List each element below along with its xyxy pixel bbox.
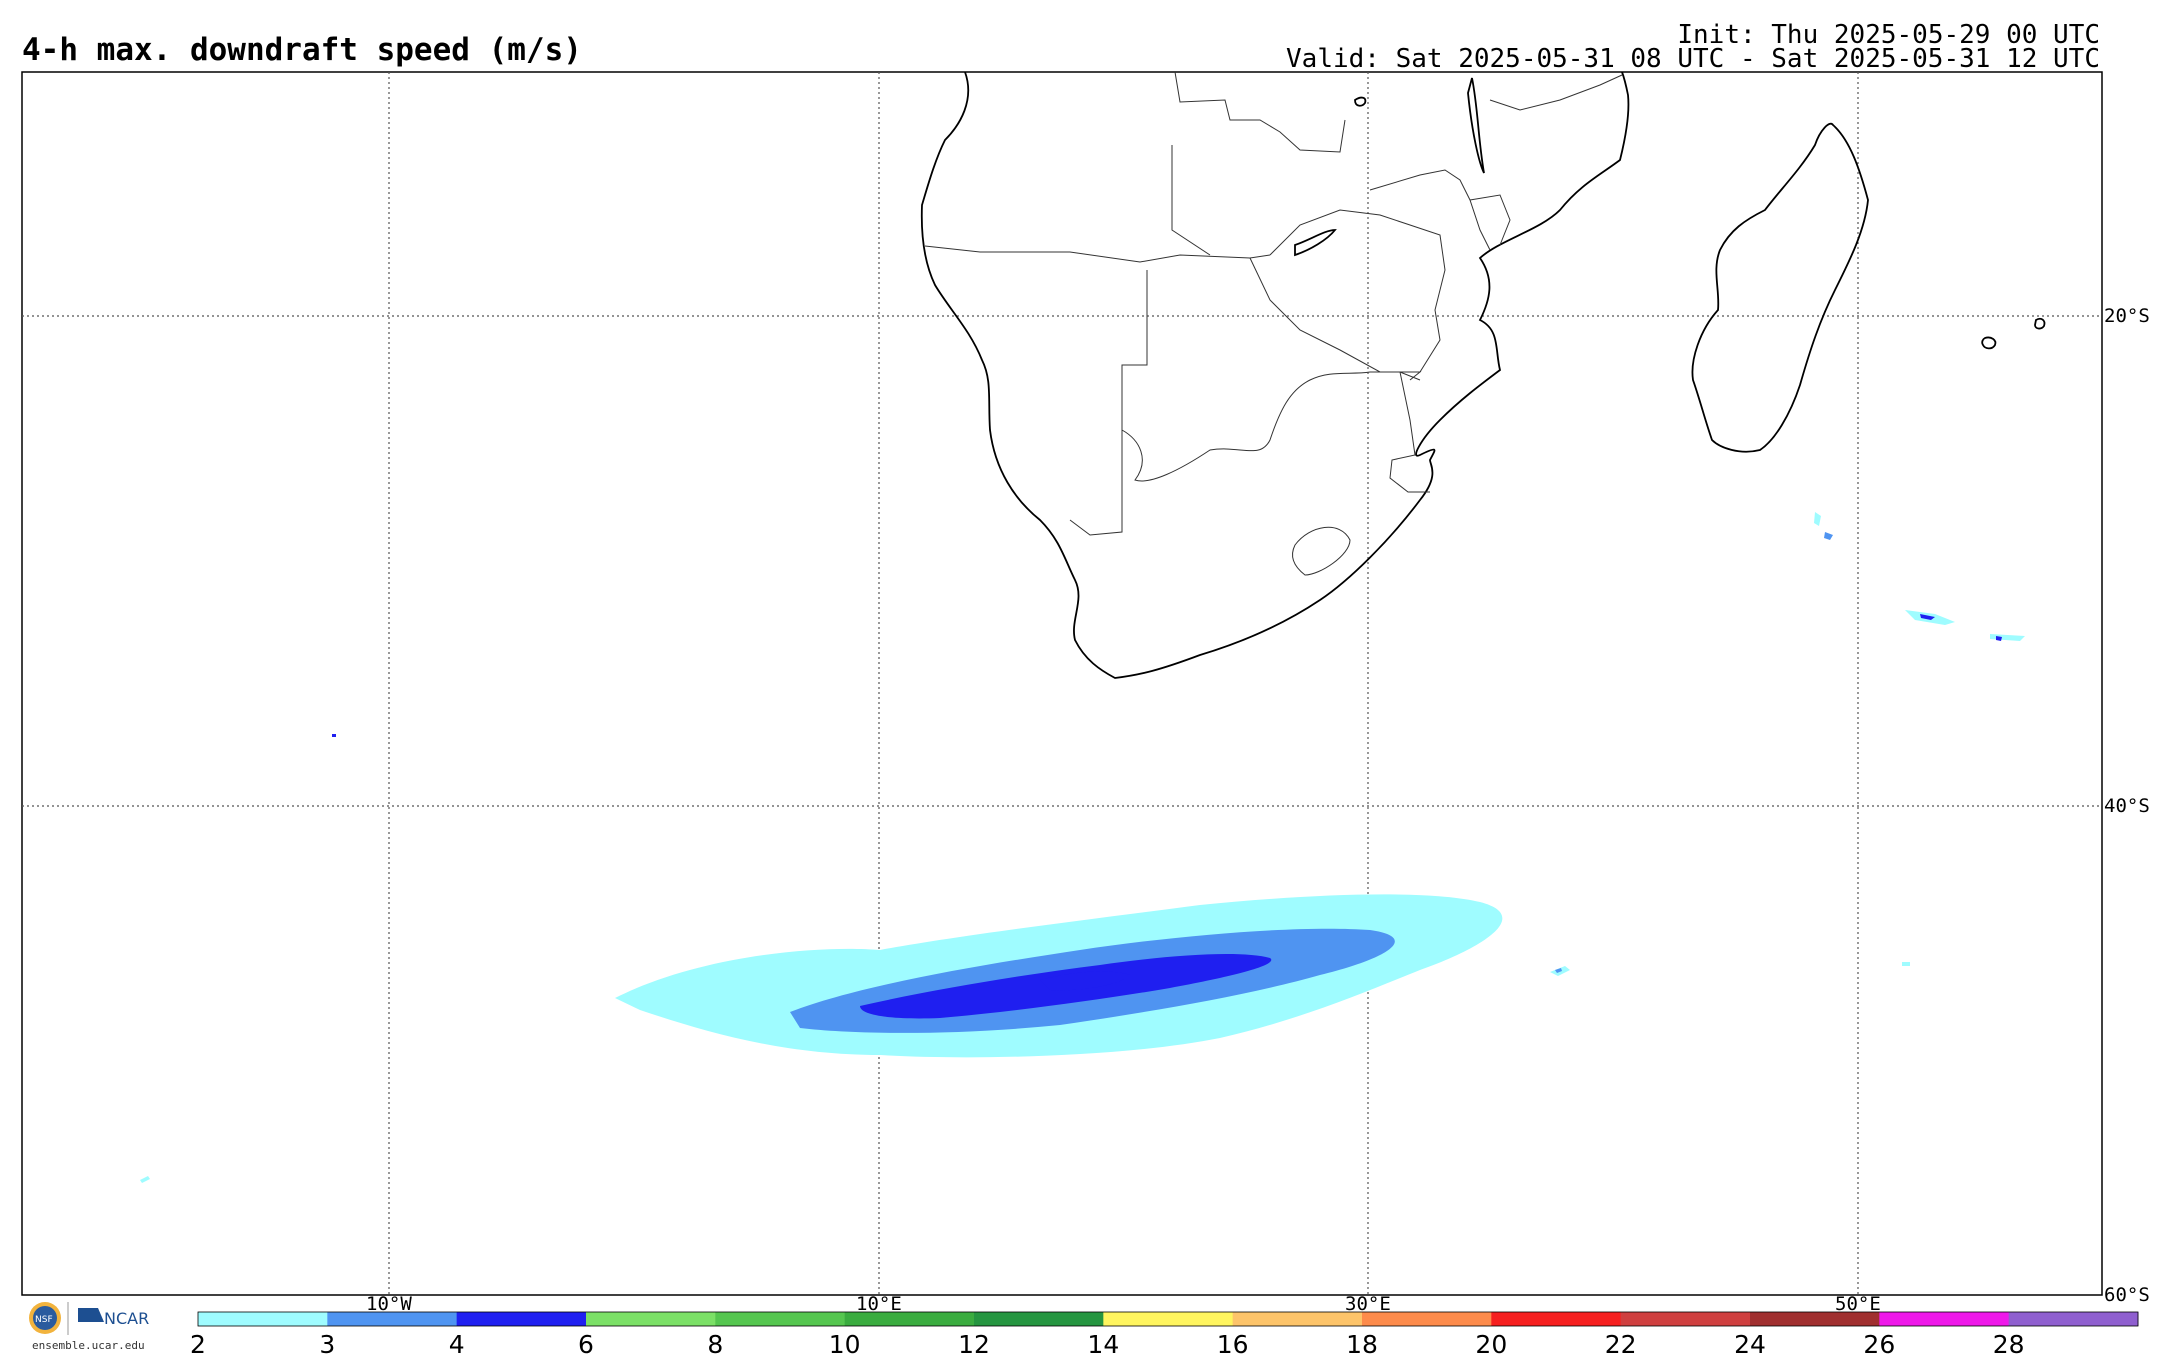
lat-label-60s: 60°S	[2104, 1284, 2150, 1306]
colorbar-swatch	[2008, 1312, 2139, 1326]
lon-label-10w: 10°W	[366, 1293, 412, 1315]
colorbar-tick-label: 22	[1605, 1330, 1637, 1354]
colorbar-swatch	[1750, 1312, 1880, 1326]
colorbar-swatch	[1362, 1312, 1492, 1326]
map-frame	[21, 71, 2103, 1296]
colorbar-swatch	[715, 1312, 846, 1326]
colorbar-tick-label: 18	[1346, 1330, 1378, 1354]
lake-kariba	[1294, 229, 1337, 257]
lon-label-50e: 50°E	[1835, 1293, 1881, 1315]
coastlines	[920, 71, 2046, 679]
gridlines	[22, 72, 2102, 1295]
madagascar-coastline	[1691, 122, 1869, 453]
valid-time: Valid: Sat 2025-05-31 08 UTC - Sat 2025-…	[1286, 44, 2100, 74]
colorbar-border	[197, 1311, 2139, 1327]
colorbar-tick-label: 20	[1475, 1330, 1507, 1354]
reunion-outline	[2034, 317, 2046, 330]
colorbar-tick-label: 12	[958, 1330, 990, 1354]
map-title: 4-h max. downdraft speed (m/s)	[22, 32, 582, 68]
colorbar-tick-label: 6	[578, 1330, 594, 1354]
downdraft-field	[140, 512, 2025, 1183]
colorbar-tick-label: 2	[190, 1330, 206, 1354]
colorbar-swatch	[327, 1312, 458, 1326]
colorbar-swatch	[1620, 1312, 1751, 1326]
lat-label-20s: 20°S	[2104, 305, 2150, 327]
colorbar-tick-label: 8	[707, 1330, 723, 1354]
colorbar-swatch	[1491, 1312, 1622, 1326]
site-url[interactable]: ensemble.ucar.edu	[32, 1339, 145, 1352]
lake-victoria-fragment	[1354, 96, 1367, 107]
colorbar-swatch	[974, 1312, 1104, 1326]
nsf-logo-text: NSF	[35, 1315, 53, 1325]
colorbar-swatch	[1232, 1312, 1363, 1326]
colorbar-tick-label: 26	[1863, 1330, 1895, 1354]
mauritius-outline	[1981, 336, 1997, 350]
colorbar-swatch	[1879, 1312, 2010, 1326]
colorbar-swatch	[1103, 1312, 1234, 1326]
colorbar-swatch	[456, 1312, 587, 1326]
colorbar: 2 3 4 6 8 10 12 14 16 18 20 22 24 26 28	[190, 1311, 2139, 1354]
colorbar-swatch	[586, 1312, 716, 1326]
colorbar-tick-label: 28	[1993, 1330, 2025, 1354]
country-borders	[924, 71, 1623, 576]
ncar-logo: NCAR	[78, 1308, 149, 1328]
colorbar-tick-label: 14	[1087, 1330, 1119, 1354]
init-time: Init: Thu 2025-05-29 00 UTC	[1677, 20, 2100, 50]
colorbar-tick-label: 16	[1217, 1330, 1249, 1354]
colorbar-tick-label: 24	[1734, 1330, 1766, 1354]
nsf-logo: NSF	[29, 1302, 61, 1334]
lon-label-30e: 30°E	[1345, 1293, 1391, 1315]
colorbar-tick-label: 4	[449, 1330, 465, 1354]
colorbar-tick-label: 3	[319, 1330, 335, 1354]
colorbar-swatch	[844, 1312, 975, 1326]
lake-malawi	[1467, 77, 1485, 174]
ncar-logo-text: NCAR	[104, 1309, 149, 1328]
lat-label-40s: 40°S	[2104, 795, 2150, 817]
africa-coastline	[920, 71, 1630, 679]
colorbar-swatch	[198, 1312, 328, 1326]
lon-label-10e: 10°E	[856, 1293, 902, 1315]
colorbar-tick-label: 10	[829, 1330, 861, 1354]
